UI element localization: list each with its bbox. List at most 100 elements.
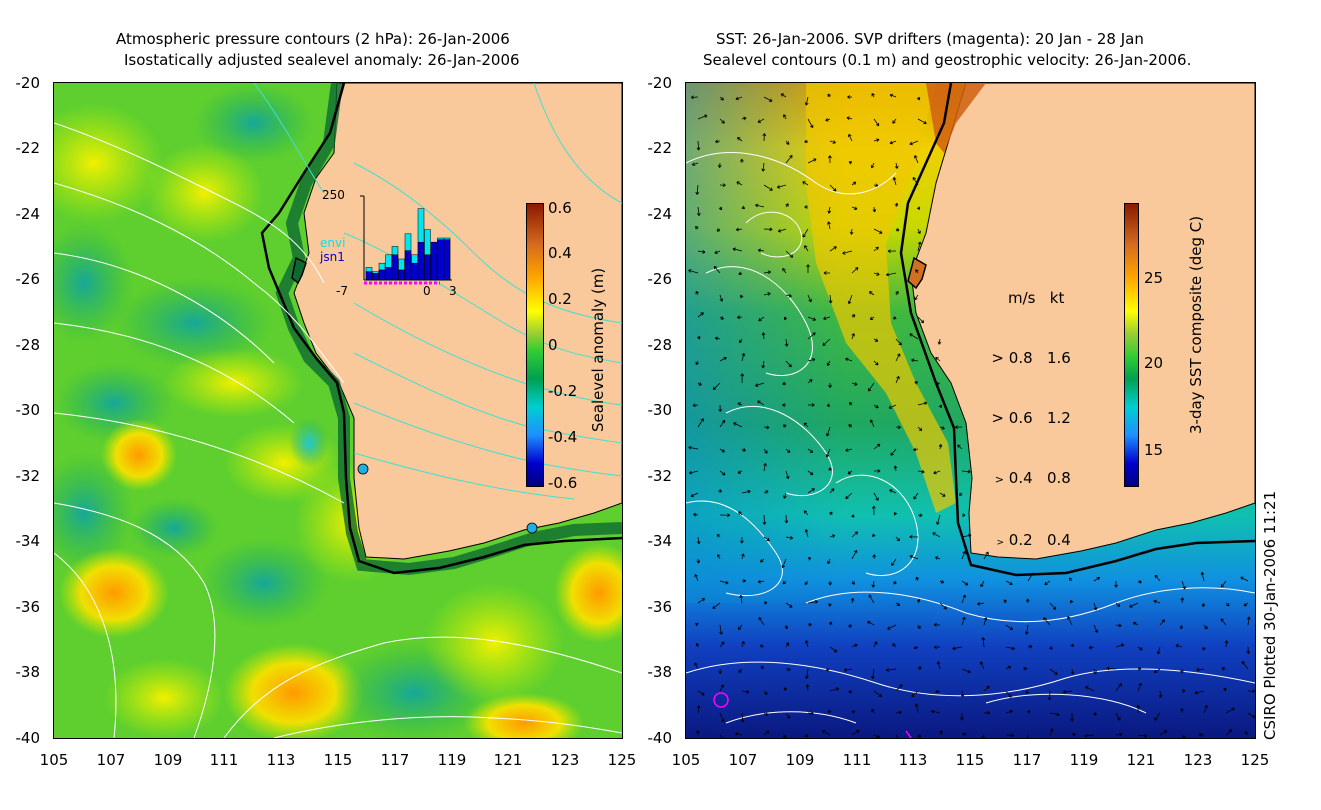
velocity-arrow (807, 711, 814, 716)
vector-legend-row: 0.4 0.8 (1008, 469, 1071, 487)
sst-colorbar-tick: 25 (1144, 269, 1164, 287)
velocity-arrow (827, 221, 831, 230)
velocity-arrow (805, 684, 810, 692)
velocity-arrow (827, 709, 832, 714)
velocity-arrow (892, 177, 897, 186)
x-tick-label: 117 (1012, 751, 1042, 769)
velocity-arrow (736, 181, 743, 186)
velocity-arrow (740, 536, 744, 544)
velocity-arrow (737, 315, 743, 320)
y-tick-label: -30 (15, 401, 41, 419)
velocity-arrow (784, 624, 789, 630)
velocity-arrow (983, 710, 991, 715)
x-tick-label: 121 (493, 751, 523, 769)
velocity-arrow (785, 602, 793, 608)
velocity-arrow (961, 668, 971, 674)
x-tick-label: 109 (153, 751, 183, 769)
velocity-arrow (932, 532, 941, 538)
velocity-arrow (783, 114, 787, 120)
velocity-arrow (961, 732, 967, 737)
y-tick-label: -20 (647, 74, 673, 92)
nw-coastal-warm (926, 83, 986, 153)
velocity-arrow (847, 294, 853, 305)
velocity-arrow (1115, 643, 1125, 648)
velocity-arrow (1201, 646, 1206, 651)
velocity-arrow (1084, 733, 1095, 738)
velocity-arrow (936, 661, 941, 670)
velocity-arrow (763, 463, 767, 472)
velocity-arrow (1154, 712, 1161, 721)
velocity-arrow (1115, 683, 1122, 692)
velocity-arrow (1026, 710, 1031, 714)
velocity-arrow (807, 316, 816, 321)
velocity-arrow (1085, 686, 1095, 692)
velocity-arrow (741, 641, 745, 648)
velocity-arrow (1024, 624, 1029, 635)
velocity-arrow (738, 511, 743, 516)
velocity-arrow (825, 667, 831, 672)
velocity-arrow (843, 668, 853, 672)
velocity-arrow (737, 470, 743, 474)
velocity-arrow (1201, 602, 1206, 608)
inset-x-label: -7 (336, 284, 348, 298)
vector-legend: m/s kt > 0.8 1.6 > 0.6 1.2 > 0.4 0.8 > 0… (980, 248, 1071, 573)
velocity-arrow (739, 294, 744, 299)
velocity-arrow (828, 602, 832, 607)
velocity-arrow (757, 579, 765, 584)
velocity-arrow (909, 333, 919, 340)
velocity-arrow (1179, 624, 1184, 630)
velocity-arrow (763, 96, 773, 102)
velocity-arrow (1158, 690, 1163, 698)
velocity-arrow (829, 140, 836, 144)
velocity-arrow (1181, 689, 1186, 693)
velocity-arrow (979, 661, 985, 670)
velocity-arrow (697, 690, 705, 696)
velocity-arrow (823, 271, 831, 275)
velocity-arrow (1243, 602, 1249, 607)
x-tick-label: 123 (1183, 751, 1213, 769)
velocity-arrow (738, 271, 743, 276)
velocity-arrow (1240, 576, 1249, 582)
velocity-arrow (807, 448, 814, 453)
velocity-arrow (691, 162, 699, 166)
velocity-arrow (847, 470, 853, 475)
velocity-arrow (719, 96, 724, 101)
velocity-arrow (869, 316, 875, 320)
y-tick-label: -24 (15, 205, 41, 223)
velocity-arrow (983, 551, 989, 560)
velocity-arrow (895, 227, 900, 232)
velocity-arrow (761, 332, 766, 340)
velocity-arrow (823, 316, 831, 321)
velocity-arrow (719, 356, 727, 362)
velocity-arrow (851, 382, 858, 386)
velocity-arrow (762, 514, 767, 525)
velocity-arrow (826, 426, 831, 437)
inset-top-label: 250 (322, 188, 345, 202)
velocity-arrow (851, 267, 859, 274)
velocity-arrow (783, 424, 787, 428)
left-title-line1: Atmospheric pressure contours (2 hPa): 2… (116, 30, 510, 48)
inset-bar-jsn1 (430, 241, 438, 281)
velocity-arrow (851, 580, 855, 585)
velocity-arrow (1049, 712, 1060, 717)
velocity-arrow (917, 401, 928, 406)
velocity-arrow (938, 444, 943, 450)
velocity-arrow (1198, 732, 1205, 737)
inset-bar-jsn1 (391, 254, 399, 281)
velocity-arrow (714, 336, 721, 341)
velocity-arrow (892, 643, 897, 648)
velocity-arrow (842, 250, 853, 255)
velocity-arrow (1070, 643, 1075, 648)
velocity-arrow (917, 241, 922, 252)
velocity-arrow (1137, 579, 1142, 584)
velocity-arrow (763, 425, 770, 430)
velocity-arrow (732, 247, 743, 252)
velocity-arrow (886, 272, 897, 277)
velocity-arrow (785, 642, 790, 648)
velocity-arrow (961, 513, 966, 517)
velocity-arrow (1225, 707, 1235, 714)
y-tick-label: -24 (647, 205, 673, 223)
velocity-arrow (1159, 619, 1165, 626)
velocity-arrow (718, 206, 723, 211)
velocity-arrow (717, 554, 721, 560)
